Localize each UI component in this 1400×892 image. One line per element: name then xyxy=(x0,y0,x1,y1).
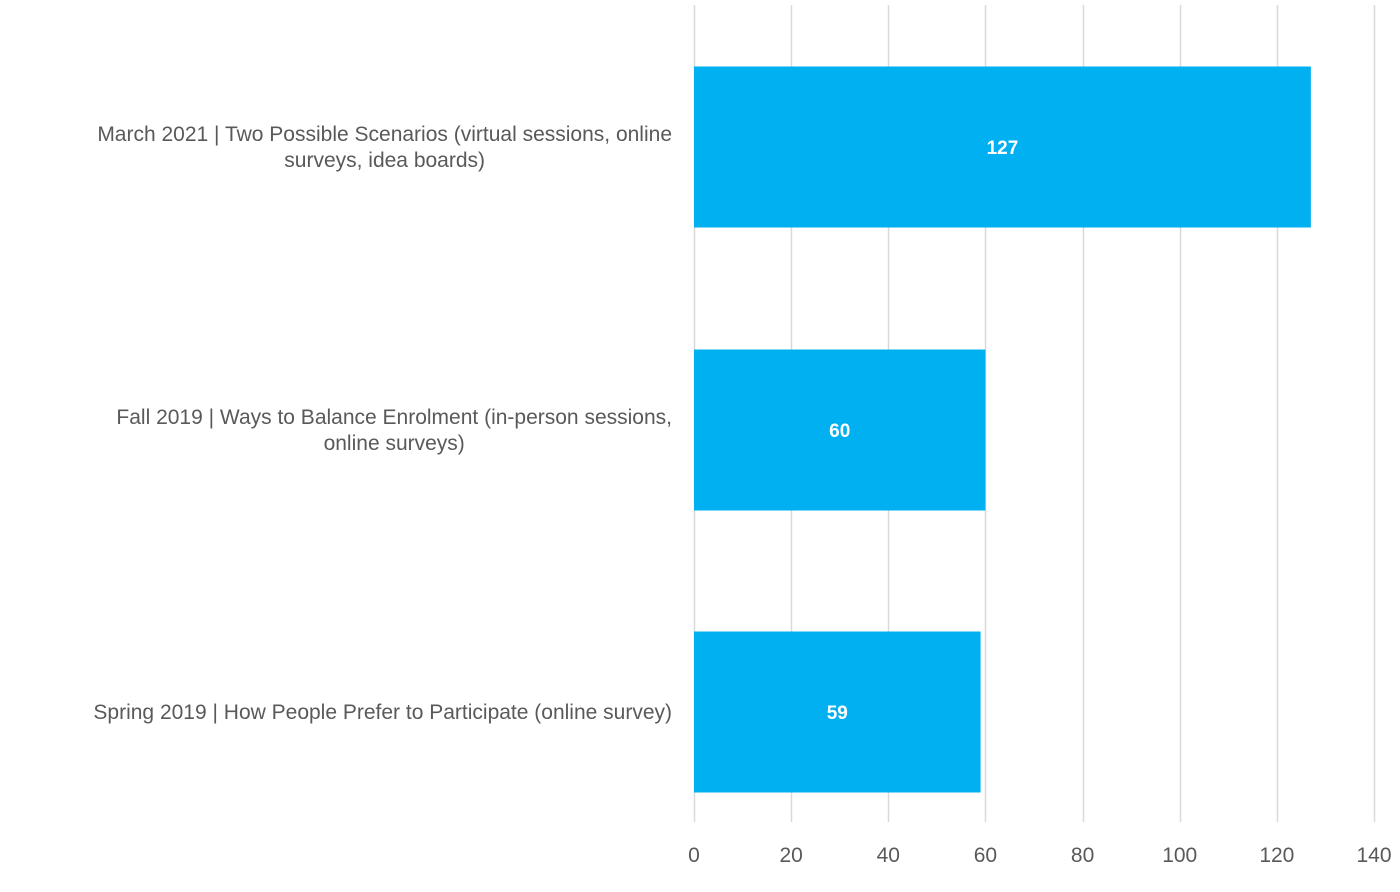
x-tick-label: 20 xyxy=(779,844,802,867)
category-label-line: March 2021 | Two Possible Scenarios (vir… xyxy=(97,123,672,146)
category-label-line: Fall 2019 | Ways to Balance Enrolment (i… xyxy=(116,406,672,429)
bar xyxy=(694,631,981,793)
x-tick-label: 60 xyxy=(974,844,997,867)
bar xyxy=(694,66,1311,228)
data-label: 127 xyxy=(987,138,1019,159)
bar xyxy=(694,349,986,511)
category-label-line: surveys, idea boards) xyxy=(284,149,485,172)
x-tick-label: 120 xyxy=(1259,844,1294,867)
category-label-line: online surveys) xyxy=(324,432,465,455)
x-tick-label: 100 xyxy=(1162,844,1197,867)
x-tick-label: 40 xyxy=(877,844,900,867)
category-label: Fall 2019 | Ways to Balance Enrolment (i… xyxy=(116,406,672,455)
data-label: 59 xyxy=(827,703,848,724)
data-labels: 127 60 59 xyxy=(827,138,1019,724)
x-axis-ticks: 0 20 40 60 80 100 120 140 xyxy=(688,844,1391,867)
data-label: 60 xyxy=(829,421,850,442)
category-label: March 2021 | Two Possible Scenarios (vir… xyxy=(97,123,672,172)
bar-layer xyxy=(694,66,1311,793)
category-label-line: Spring 2019 | How People Prefer to Parti… xyxy=(93,701,672,724)
x-tick-label: 0 xyxy=(688,844,700,867)
x-tick-label: 140 xyxy=(1356,844,1391,867)
x-tick-label: 80 xyxy=(1071,844,1094,867)
category-label: Spring 2019 | How People Prefer to Parti… xyxy=(93,701,672,724)
category-labels: March 2021 | Two Possible Scenarios (vir… xyxy=(93,123,672,724)
